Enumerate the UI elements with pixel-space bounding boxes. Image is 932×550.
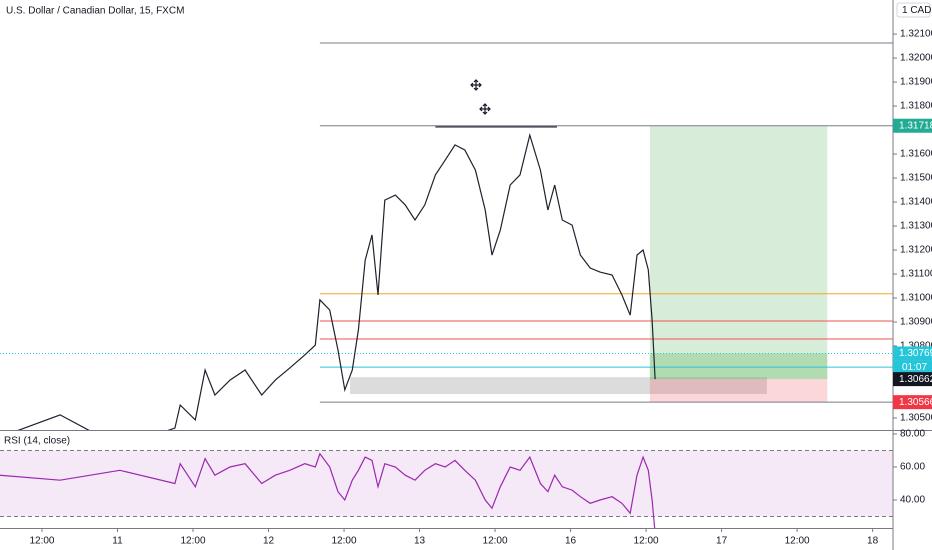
y-tick-label: 1.31000 [900,293,932,304]
chart-title: U.S. Dollar / Canadian Dollar, 15, FXCM [6,6,184,17]
rsi-pane [0,449,893,528]
y-tick-label: 1.31900 [900,77,932,88]
countdown-label: 01:07 [902,362,927,373]
y-tick-label: 1.30900 [900,317,932,328]
indicator-title: RSI (14, close) [4,436,70,447]
price-label: 1.30769 [899,348,932,359]
stop-zone [649,379,828,403]
y-tick-label: 1.31200 [900,245,932,256]
x-tick-label: 18 [867,536,879,547]
price-label: 1.31718 [899,120,932,131]
y-tick-label: 1.31300 [900,221,932,232]
price-label: 1.30662 [899,374,932,385]
series-line [17,132,656,430]
y-tick-label: 60.00 [900,462,925,473]
rsi-band [0,450,893,517]
y-tick-label: 1.31400 [900,197,932,208]
price-label-box [893,395,932,410]
price-label-box [893,118,932,133]
move-icon [470,79,482,91]
price-label-box [893,346,932,361]
currency-label[interactable]: 1 CAD [902,5,931,16]
x-tick-label: 13 [414,536,426,547]
x-tick-label: 16 [565,536,577,547]
target-zone [649,125,828,380]
move-icons [470,79,491,115]
x-tick-label: 12 [263,536,275,547]
y-tick-label: 1.30800 [900,341,932,352]
x-tick-label: 11 [112,536,123,547]
y-tick-label: 1.30500 [900,413,932,424]
price-label: 1.30566 [899,397,932,408]
x-tick-label: 17 [716,536,728,547]
y-tick-label: 1.31100 [900,269,932,280]
x-tick-label: 12:00 [29,536,54,547]
y-tick-label: 1.31800 [900,101,932,112]
profit-zone [649,353,828,380]
x-tick-label: 12:00 [634,536,659,547]
y-tick-label: 40.00 [900,495,925,506]
countdown-box [893,360,932,375]
x-tick-label: 12:00 [332,536,357,547]
x-tick-label: 12:00 [180,536,205,547]
y-tick-label: 80.00 [900,429,925,440]
series-line [0,452,656,528]
y-tick-label: 1.32100 [900,29,932,40]
y-tick-label: 1.31600 [900,149,932,160]
x-tick-label: 12:00 [483,536,508,547]
zone [350,377,767,395]
currency-button[interactable] [896,2,931,18]
y-tick-label: 1.31500 [900,173,932,184]
price-pane [0,42,893,430]
x-tick-label: 12:00 [785,536,810,547]
y-tick-label: 1.32000 [900,53,932,64]
move-icon [479,103,491,115]
price-label-box [893,372,932,387]
